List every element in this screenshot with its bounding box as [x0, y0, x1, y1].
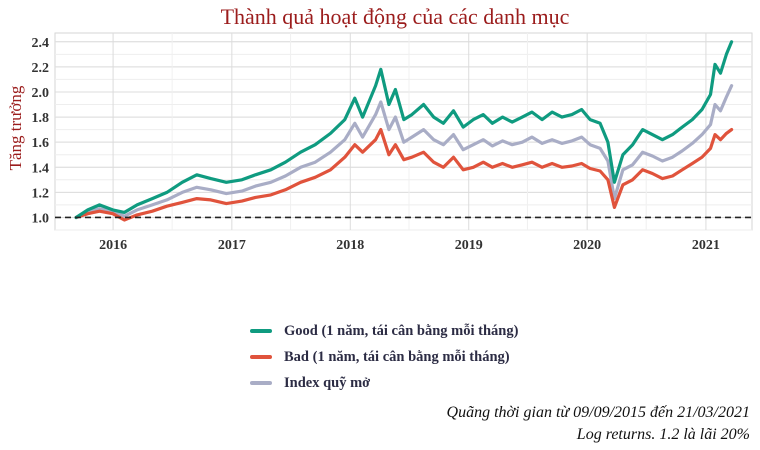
x-tick-label: 2020 [573, 238, 601, 253]
caption: Quãng thời gian từ 09/09/2015 đến 21/03/… [447, 402, 750, 446]
y-tick-label: 2.2 [32, 61, 50, 76]
legend-label-index: Index quỹ mở [284, 374, 371, 391]
legend: Good (1 năm, tái cân bằng mỗi tháng) Bad… [250, 318, 518, 396]
y-tick-label: 1.2 [32, 186, 50, 201]
legend-item-good: Good (1 năm, tái cân bằng mỗi tháng) [250, 318, 518, 344]
y-tick-label: 1.4 [32, 161, 50, 176]
legend-label-bad: Bad (1 năm, tái cân bằng mỗi tháng) [284, 348, 510, 365]
series-line-good [74, 40, 734, 220]
y-tick-label: 1.0 [32, 211, 50, 226]
chart-title: Thành quả hoạt động của các danh mục [220, 4, 570, 29]
x-tick-label: 2017 [218, 238, 246, 253]
caption-line-2: Log returns. 1.2 là lãi 20% [576, 426, 750, 443]
x-tick-label: 2016 [99, 238, 127, 253]
legend-swatch-bad [250, 355, 272, 359]
series-line-bad [74, 128, 734, 222]
legend-item-index: Index quỹ mở [250, 370, 518, 396]
series-line-index [74, 84, 734, 220]
y-tick-label: 1.6 [32, 136, 50, 151]
caption-line-1: Quãng thời gian từ 09/09/2015 đến 21/03/… [446, 404, 750, 421]
x-tick-label: 2021 [692, 238, 720, 253]
plot-area: 1.0 1.2 1.4 1.6 1.8 2.0 2.2 2.4 2016 2017 2018 2019… [32, 32, 753, 253]
legend-item-bad: Bad (1 năm, tái cân bằng mỗi tháng) [250, 344, 518, 370]
y-tick-label: 2.0 [32, 86, 50, 101]
x-tick-label: 2018 [336, 238, 364, 253]
y-tick-label: 2.4 [32, 36, 50, 51]
legend-swatch-index [250, 381, 272, 385]
y-tick-label: 1.8 [32, 111, 50, 126]
legend-swatch-good [250, 329, 272, 333]
x-tick-label: 2019 [455, 238, 483, 253]
legend-label-good: Good (1 năm, tái cân bằng mỗi tháng) [284, 322, 519, 339]
